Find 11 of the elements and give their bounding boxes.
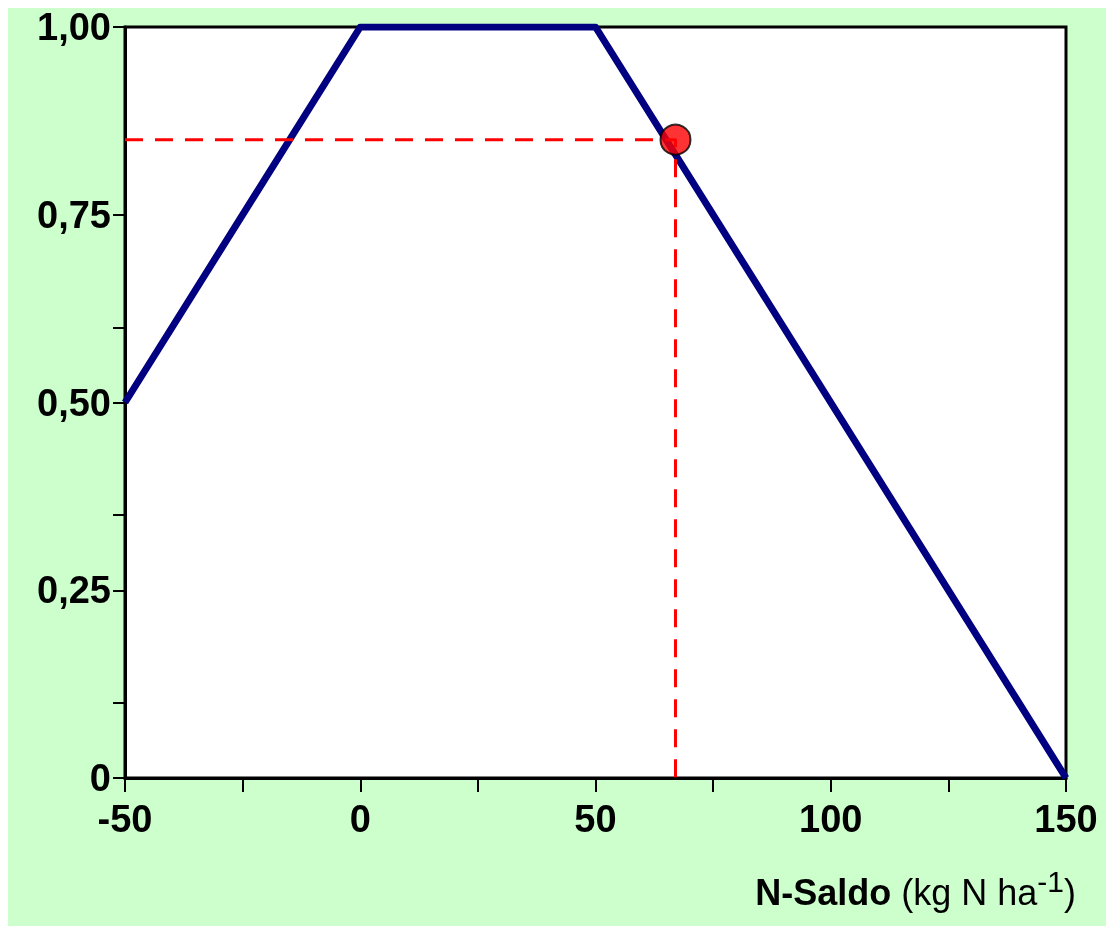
x-tick-label: 50 — [574, 798, 617, 840]
x-tick-label: -50 — [97, 798, 153, 840]
y-tick-label: 0 — [89, 757, 111, 799]
y-tick-label: 1,00 — [37, 6, 111, 48]
y-tick-label: 0,75 — [37, 193, 111, 236]
x-tick-label: 0 — [349, 798, 371, 840]
x-axis-title: N-Saldo (kg N ha$^{-1}$) — [755, 865, 1076, 914]
y-tick-label: 0,50 — [37, 381, 111, 424]
x-tick-label: 100 — [799, 798, 863, 840]
x-tick-label: 150 — [1034, 798, 1098, 840]
y-tick-label: 0,25 — [37, 569, 111, 612]
